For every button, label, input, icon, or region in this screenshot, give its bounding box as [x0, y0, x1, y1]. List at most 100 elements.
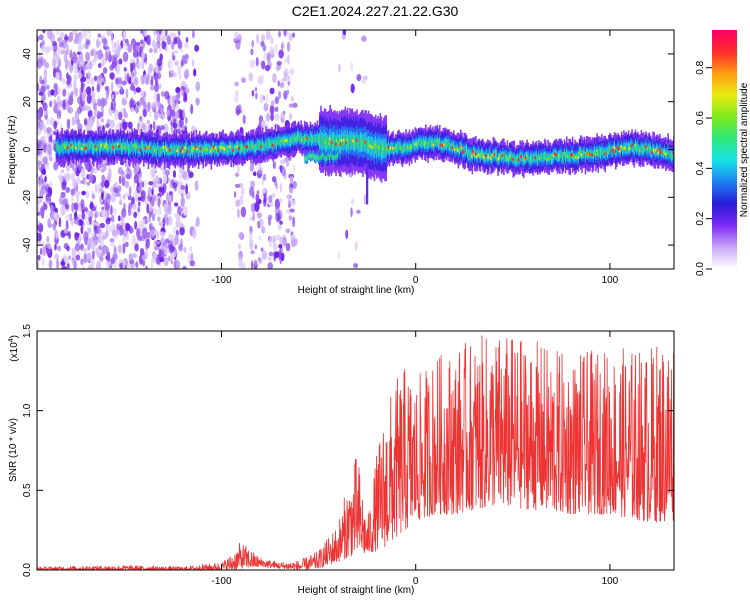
spectrogram-speckle — [261, 250, 268, 261]
spectrogram-speckle — [142, 219, 146, 227]
spectrogram-speckle — [57, 245, 62, 252]
spectrogram-speckle — [290, 200, 296, 208]
spectrogram-speckle — [110, 204, 113, 216]
spectrogram-speckle — [177, 39, 182, 50]
spectrogram-speckle — [77, 162, 83, 172]
spectrogram-speckle — [157, 216, 161, 222]
spectrogram-speckle — [44, 176, 47, 183]
spectrogram-x-tick-label: 100 — [602, 275, 619, 286]
spectrogram-speckle — [191, 125, 196, 132]
spectrogram-speckle — [113, 100, 116, 110]
spectrogram-speckle — [105, 223, 109, 231]
spectrogram-speckle — [94, 212, 97, 220]
spectrogram-speckle — [177, 30, 181, 36]
spectrogram-speckle — [140, 39, 144, 45]
spectrogram-speckle — [59, 70, 62, 81]
spectrogram-ridge — [55, 105, 674, 205]
spectrogram-speckle — [361, 79, 366, 84]
spectrogram-speckle — [173, 49, 179, 55]
spectrogram-speckle — [125, 222, 131, 232]
spectrogram-speckle — [47, 90, 52, 98]
spectrogram-speckle — [114, 91, 120, 96]
spectrogram-speckle — [37, 163, 41, 171]
spectrogram-speckle — [50, 89, 55, 96]
spectrogram-speckle — [250, 48, 254, 56]
spectrogram-speckle — [164, 90, 170, 100]
spectrogram-speckle — [271, 193, 276, 198]
spectrogram-speckle — [279, 182, 283, 193]
spectrogram-speckle — [280, 252, 285, 262]
spectrogram-speckle — [156, 33, 161, 44]
spectrogram-speckle — [37, 109, 42, 121]
spectrogram-speckle — [260, 40, 265, 47]
spectrogram-speckle — [55, 71, 60, 80]
spectrogram-speckle — [54, 243, 57, 251]
spectrogram-speckle — [252, 212, 255, 222]
spectrogram-speckle — [71, 116, 76, 126]
spectrogram-speckle — [277, 30, 282, 38]
spectrogram-speckle — [104, 86, 109, 91]
spectrogram-speckle — [172, 100, 176, 111]
spectrogram-speckle — [155, 177, 161, 183]
spectrogram-speckle — [354, 241, 358, 252]
spectrogram-speckle — [126, 72, 130, 83]
spectrogram-speckle — [52, 222, 56, 231]
spectrogram-speckle — [91, 58, 97, 63]
spectrogram-speckle — [185, 37, 189, 43]
spectrogram-speckle — [168, 61, 171, 70]
spectrogram-speckle — [100, 181, 106, 188]
spectrogram-speckle — [164, 30, 168, 37]
spectrogram-speckle — [175, 94, 179, 103]
spectrogram-speckle — [93, 224, 98, 234]
spectrogram-speckle — [260, 119, 266, 130]
spectrogram-speckle — [66, 43, 70, 55]
spectrogram-speckle — [277, 249, 282, 261]
snr-y-tick-label: 0.0 — [22, 563, 33, 577]
spectrogram-speckle — [69, 105, 73, 115]
spectrogram-speckle — [74, 190, 79, 198]
spectrogram-speckle — [258, 236, 262, 241]
spectrogram-speckle — [131, 234, 136, 246]
spectrogram-speckle — [102, 98, 108, 106]
spectrogram-speckle — [337, 63, 341, 73]
spectrogram-speckle — [84, 178, 87, 185]
spectrogram-speckle — [42, 246, 47, 257]
spectrogram-speckle — [158, 30, 162, 34]
snr-multiplier-exp: 4 — [8, 338, 15, 342]
spectrogram-speckle — [58, 109, 62, 118]
spectrogram-speckle — [117, 215, 121, 222]
spectrogram-speckle — [88, 264, 91, 269]
spectrogram-speckle — [250, 250, 255, 255]
spectrogram-speckle — [281, 41, 285, 50]
spectrogram-speckle — [63, 227, 69, 234]
spectrogram-speckle — [74, 33, 80, 44]
spectrogram-speckle — [286, 89, 290, 95]
spectrogram-speckle — [182, 205, 188, 216]
spectrogram-speckle — [66, 263, 70, 269]
spectrogram-speckle — [234, 31, 239, 42]
spectrogram-speckle — [234, 183, 241, 188]
spectrogram-speckle — [37, 129, 42, 134]
spectrogram-speckle — [351, 197, 354, 206]
spectrogram-speckle — [248, 216, 254, 222]
spectrogram-speckle — [76, 106, 82, 115]
snr-x-label: Height of straight line (km) — [298, 585, 415, 596]
spectrogram-speckle — [56, 30, 60, 36]
spectrogram-speckle — [267, 254, 272, 262]
spectrogram-speckle — [39, 196, 43, 203]
spectrogram-speckle — [125, 88, 129, 99]
spectrogram-speckle — [101, 174, 105, 182]
spectrogram-speckle — [145, 126, 149, 132]
spectrogram-speckle — [53, 99, 57, 105]
spectrogram-speckle — [125, 232, 130, 241]
spectrogram-speckle — [39, 206, 45, 217]
spectrogram-speckle — [78, 35, 82, 45]
spectrogram-speckle — [263, 102, 269, 112]
spectrogram-speckle — [49, 134, 53, 142]
spectrogram-speckle — [262, 227, 266, 232]
spectrogram-speckle — [74, 243, 81, 252]
spectrogram-speckle — [154, 110, 159, 121]
spectrogram-speckle — [184, 116, 188, 125]
spectrogram-speckle — [46, 143, 52, 155]
spectrogram-x-label: Height of straight line (km) — [298, 285, 415, 296]
